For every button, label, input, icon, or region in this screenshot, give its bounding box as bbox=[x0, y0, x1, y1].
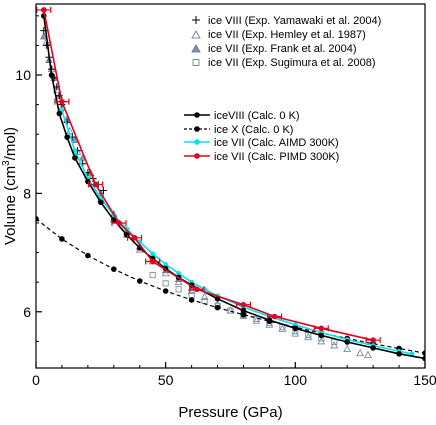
series-line bbox=[36, 218, 425, 354]
data-point bbox=[344, 339, 351, 345]
data-point bbox=[48, 72, 55, 78]
legend-label-sugimura: ice VII (Exp. Sugimura et al. 2008) bbox=[208, 57, 376, 69]
data-point bbox=[265, 320, 274, 328]
data-point bbox=[278, 324, 287, 332]
legend-marker-frank bbox=[191, 44, 201, 53]
x-tick-label: 50 bbox=[158, 372, 174, 388]
legend-marker-hemley bbox=[191, 29, 201, 39]
legend-label-x: ice X (Calc. 0 K) bbox=[214, 124, 293, 136]
y-axis-title: Volume (cm3/mol) bbox=[1, 127, 19, 245]
legend-experimental: ice VIII (Exp. Yamawaki et al. 2004) ice… bbox=[191, 15, 381, 69]
error-bar bbox=[266, 313, 283, 320]
data-point bbox=[240, 307, 247, 314]
legend-label-frank: ice VII (Exp. Frank et al. 2004) bbox=[208, 43, 357, 55]
legend-label-aimd: ice VII (Calc. AIMD 300K) bbox=[214, 137, 339, 149]
y-tick-label: 10 bbox=[15, 67, 31, 83]
data-point bbox=[98, 199, 104, 206]
data-point bbox=[162, 288, 169, 294]
x-axis-title: Pressure (GPa) bbox=[178, 404, 282, 421]
plot-frame bbox=[35, 3, 426, 369]
x-tick-label: 0 bbox=[32, 372, 40, 388]
legend-marker-viii bbox=[194, 112, 200, 118]
legend-label-pimd: ice VII (Calc. PIMD 300K) bbox=[214, 151, 339, 163]
y-tick-label: 8 bbox=[23, 185, 31, 201]
data-point bbox=[370, 345, 376, 351]
data-point bbox=[85, 178, 91, 185]
legend-marker-yamawaki bbox=[192, 16, 200, 24]
legend-marker-x bbox=[194, 126, 200, 132]
legend-marker-pimd bbox=[194, 153, 200, 159]
ticks-layer: 0 50 100 150 6 8 10 bbox=[15, 15, 436, 388]
data-point bbox=[136, 278, 143, 284]
x-tick-label: 150 bbox=[413, 372, 436, 388]
data-point bbox=[291, 329, 300, 337]
data-point bbox=[363, 350, 372, 358]
data-point bbox=[176, 270, 182, 276]
data-point bbox=[72, 148, 78, 154]
data-point bbox=[64, 134, 70, 140]
data-point bbox=[396, 350, 402, 357]
data-point bbox=[149, 272, 156, 279]
legend-marker-sugimura bbox=[192, 59, 200, 66]
error-bar bbox=[365, 337, 381, 344]
data-point bbox=[422, 355, 425, 362]
error-bar bbox=[36, 6, 52, 13]
data-point bbox=[36, 216, 39, 222]
legend-marker-aimd bbox=[194, 139, 200, 145]
data-point bbox=[317, 336, 326, 345]
legend-label-hemley: ice VII (Exp. Hemley et al. 1987) bbox=[208, 29, 366, 41]
legend-label-yamawaki: ice VIII (Exp. Yamawaki et al. 2004) bbox=[208, 15, 381, 27]
data-point bbox=[85, 252, 91, 259]
data-point bbox=[55, 92, 63, 100]
y-axis-title-pre: Volume (cm bbox=[2, 166, 19, 245]
data-point bbox=[200, 292, 209, 300]
x-tick-label: 100 bbox=[284, 372, 308, 388]
error-bar bbox=[88, 181, 104, 188]
data-point bbox=[188, 297, 195, 303]
data-point bbox=[150, 251, 156, 257]
data-point bbox=[214, 304, 221, 311]
data-point bbox=[162, 280, 169, 287]
error-bar bbox=[235, 301, 252, 308]
data-point bbox=[330, 341, 339, 349]
data-point bbox=[163, 262, 169, 267]
data-point bbox=[56, 110, 63, 117]
data-point bbox=[409, 351, 415, 357]
legend-calculated: iceVIII (Calc. 0 K) ice X (Calc. 0 K) ic… bbox=[184, 110, 339, 163]
y-axis-title-sup: 3 bbox=[1, 160, 12, 166]
data-point bbox=[175, 286, 182, 293]
error-bar bbox=[54, 98, 70, 105]
data-point bbox=[226, 306, 235, 314]
error-bar bbox=[145, 258, 161, 265]
data-point bbox=[252, 316, 261, 324]
series-ice-vii-calc-pimd-300k bbox=[36, 6, 381, 344]
error-bar bbox=[126, 234, 143, 241]
data-point bbox=[422, 350, 425, 357]
data-point bbox=[292, 325, 299, 332]
error-bar bbox=[189, 286, 205, 293]
data-point bbox=[42, 41, 50, 49]
data-point bbox=[318, 332, 325, 339]
error-bar bbox=[313, 325, 329, 332]
data-point bbox=[99, 186, 107, 194]
data-point bbox=[123, 232, 130, 238]
data-point bbox=[343, 344, 352, 353]
y-axis-title-post: /mol) bbox=[2, 127, 19, 160]
error-bar bbox=[111, 219, 127, 226]
series-layer bbox=[36, 6, 425, 362]
data-point bbox=[40, 32, 48, 40]
y-tick-label: 6 bbox=[23, 304, 31, 320]
data-point bbox=[72, 155, 78, 161]
data-point bbox=[240, 311, 247, 318]
data-point bbox=[111, 266, 117, 272]
data-point bbox=[304, 332, 313, 341]
legend-label-viii: iceVIII (Calc. 0 K) bbox=[214, 110, 300, 122]
data-point bbox=[59, 236, 65, 242]
data-point bbox=[356, 348, 365, 357]
